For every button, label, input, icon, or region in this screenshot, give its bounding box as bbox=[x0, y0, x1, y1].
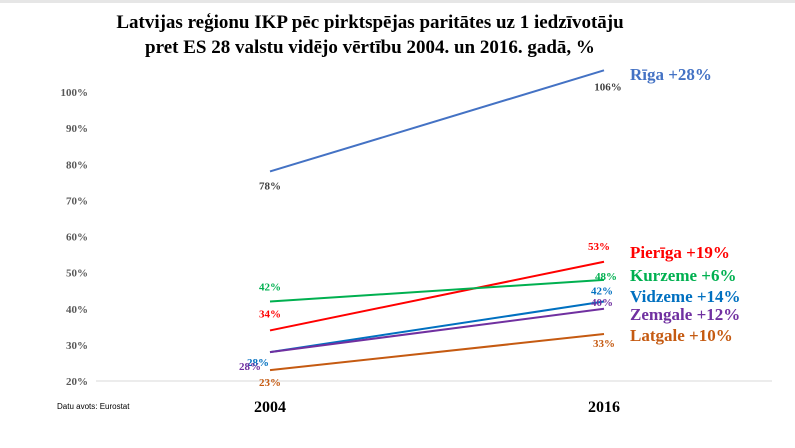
data-label-2004: 23% bbox=[259, 377, 281, 389]
data-label-2004: 78% bbox=[259, 180, 281, 192]
data-label-2004: 28% bbox=[247, 357, 269, 369]
x-tick-label: 2016 bbox=[588, 399, 620, 416]
data-label-2016: 42% bbox=[591, 286, 613, 298]
series-line bbox=[269, 278, 605, 303]
y-tick-label: 30% bbox=[66, 340, 88, 352]
chart-title-line1: Latvijas reģionu IKP pēc pirktspējas par… bbox=[116, 12, 624, 33]
series-line bbox=[269, 260, 605, 332]
series-line bbox=[269, 307, 605, 354]
chart-title-line2: pret ES 28 valstu vidējo vērtību 2004. u… bbox=[145, 37, 595, 58]
data-label-2016: 40% bbox=[591, 297, 613, 309]
series-line bbox=[269, 300, 605, 354]
data-label-2016: 106% bbox=[594, 81, 622, 93]
series-name-label: Rīga +28% bbox=[630, 65, 712, 84]
data-label-2004: 42% bbox=[259, 282, 281, 294]
y-tick-label: 50% bbox=[66, 268, 88, 280]
series-name-label: Pierīga +19% bbox=[630, 243, 730, 262]
data-label-2016: 53% bbox=[588, 241, 610, 253]
y-tick-label: 60% bbox=[66, 232, 88, 244]
data-label-2004: 28% bbox=[239, 361, 261, 373]
y-tick-label: 80% bbox=[66, 159, 88, 171]
series-name-label: Latgale +10% bbox=[630, 326, 733, 345]
series-line bbox=[269, 69, 605, 173]
data-source-note: Datu avots: Eurostat bbox=[57, 402, 130, 411]
y-tick-label: 90% bbox=[66, 123, 88, 135]
top-border bbox=[0, 0, 795, 3]
x-tick-label: 2004 bbox=[254, 399, 286, 416]
chart-title: Latvijas reģionu IKP pēc pirktspējas par… bbox=[60, 10, 680, 60]
series-name-label: Zemgale +12% bbox=[630, 305, 740, 324]
series-name-label: Vidzeme +14% bbox=[630, 287, 741, 306]
data-label-2004: 34% bbox=[259, 308, 281, 320]
series-name-label: Kurzeme +6% bbox=[630, 266, 736, 285]
series-line bbox=[269, 333, 605, 372]
data-label-2016: 48% bbox=[595, 271, 617, 283]
y-tick-label: 40% bbox=[66, 304, 88, 316]
data-label-2016: 33% bbox=[593, 338, 615, 350]
y-tick-label: 70% bbox=[66, 195, 88, 207]
y-tick-label: 20% bbox=[66, 376, 88, 388]
y-tick-label: 100% bbox=[61, 87, 89, 99]
